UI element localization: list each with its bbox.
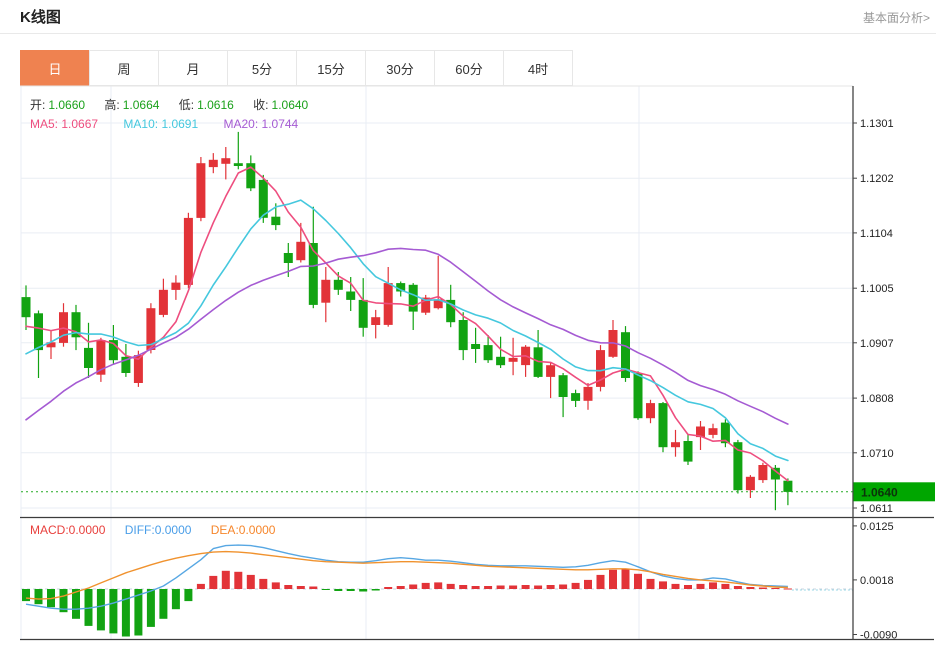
ohlc-low: 低: 1.0616 <box>179 98 250 112</box>
macd-label: MACD: <box>30 523 69 537</box>
diff-label: DIFF: <box>124 523 155 537</box>
close-label: 收: <box>253 98 269 112</box>
dea-label: DEA: <box>210 523 239 537</box>
ma20-value: 1.0744 <box>261 117 299 131</box>
low-value: 1.0616 <box>197 98 234 112</box>
svg-text:1.0710: 1.0710 <box>860 448 894 460</box>
svg-text:1.0907: 1.0907 <box>860 338 894 350</box>
svg-text:1.1005: 1.1005 <box>860 283 894 295</box>
svg-text:-0.0090: -0.0090 <box>860 630 897 642</box>
svg-text:0.0018: 0.0018 <box>860 575 894 587</box>
tab-15min[interactable]: 15分 <box>296 50 366 86</box>
svg-text:1.1104: 1.1104 <box>860 228 893 240</box>
ma20-legend: MA20: 1.0744 <box>223 117 298 131</box>
ohlc-legend: 开: 1.0660 高: 1.0664 低: 1.0616 收: 1.0640 <box>30 96 324 113</box>
svg-text:0.0125: 0.0125 <box>860 521 894 533</box>
low-label: 低: <box>178 98 195 112</box>
macd-value-legend: MACD:0.0000 <box>30 523 105 537</box>
high-label: 高: <box>104 98 120 112</box>
tab-day[interactable]: 日 <box>20 50 90 86</box>
close-value: 1.0640 <box>271 98 309 112</box>
ohlc-open: 开: 1.0660 <box>30 98 101 112</box>
svg-text:1.0808: 1.0808 <box>860 393 894 405</box>
dea-value: 0.0000 <box>238 523 276 537</box>
header-divider <box>0 33 936 34</box>
fundamental-analysis-link[interactable]: 基本面分析> <box>862 11 930 25</box>
tab-30min[interactable]: 30分 <box>365 50 435 86</box>
ma5-value: 1.0667 <box>61 117 99 131</box>
ma20-label: MA20: <box>223 117 259 131</box>
svg-text:1.0611: 1.0611 <box>860 503 893 515</box>
ma5-legend: MA5: 1.0667 <box>30 117 98 131</box>
ma10-legend: MA10: 1.0691 <box>123 117 198 131</box>
timeframe-tabs: 日 周 月 5分 15分 30分 60分 4时 <box>20 50 573 86</box>
svg-text:1.1301: 1.1301 <box>860 118 894 130</box>
svg-text:1.1202: 1.1202 <box>860 173 894 185</box>
tab-month[interactable]: 月 <box>158 50 228 86</box>
high-value: 1.0664 <box>122 98 160 112</box>
tab-5min[interactable]: 5分 <box>227 50 297 86</box>
tab-4hour[interactable]: 4时 <box>503 50 573 86</box>
ma-legend: MA5: 1.0667 MA10: 1.0691 MA20: 1.0744 <box>30 117 320 131</box>
svg-text:1.0640: 1.0640 <box>861 485 898 499</box>
macd-legend: MACD:0.0000 DIFF:0.0000 DEA:0.0000 <box>30 523 291 537</box>
ma10-value: 1.0691 <box>161 117 199 131</box>
ma10-label: MA10: <box>123 117 159 131</box>
dea-value-legend: DEA:0.0000 <box>211 523 276 537</box>
open-value: 1.0660 <box>48 98 86 112</box>
ohlc-close: 收: 1.0640 <box>253 98 324 112</box>
page-title: K线图 <box>20 9 61 26</box>
ma5-label: MA5: <box>30 117 59 131</box>
macd-value: 0.0000 <box>68 523 106 537</box>
kline-chart-canvas[interactable]: 1.1301 1.1202 1.1104 1.1005 1.0907 1.0808 1.07… <box>0 85 936 647</box>
ohlc-high: 高: 1.0664 <box>104 98 175 112</box>
diff-value-legend: DIFF:0.0000 <box>125 523 192 537</box>
open-label: 开: <box>30 98 46 112</box>
diff-value: 0.0000 <box>154 523 192 537</box>
tab-week[interactable]: 周 <box>89 50 159 86</box>
tab-60min[interactable]: 60分 <box>434 50 504 86</box>
